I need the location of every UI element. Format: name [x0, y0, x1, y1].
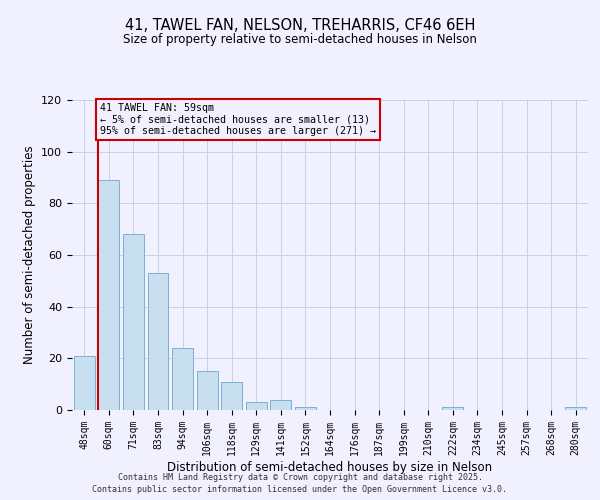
Text: Contains HM Land Registry data © Crown copyright and database right 2025.: Contains HM Land Registry data © Crown c…: [118, 472, 482, 482]
Bar: [148, 273, 169, 410]
Bar: [271, 400, 292, 410]
Text: Contains public sector information licensed under the Open Government Licence v3: Contains public sector information licen…: [92, 485, 508, 494]
Text: 41, TAWEL FAN, NELSON, TREHARRIS, CF46 6EH: 41, TAWEL FAN, NELSON, TREHARRIS, CF46 6…: [125, 18, 475, 32]
Y-axis label: Number of semi-detached properties: Number of semi-detached properties: [23, 146, 35, 364]
Bar: [123, 234, 144, 410]
Bar: [98, 180, 119, 410]
Bar: [221, 382, 242, 410]
Bar: [295, 408, 316, 410]
Text: Size of property relative to semi-detached houses in Nelson: Size of property relative to semi-detach…: [123, 32, 477, 46]
Bar: [565, 408, 586, 410]
Bar: [442, 408, 463, 410]
Text: 41 TAWEL FAN: 59sqm
← 5% of semi-detached houses are smaller (13)
95% of semi-de: 41 TAWEL FAN: 59sqm ← 5% of semi-detache…: [100, 102, 376, 136]
Bar: [246, 402, 267, 410]
Bar: [74, 356, 95, 410]
Bar: [197, 371, 218, 410]
Bar: [172, 348, 193, 410]
X-axis label: Distribution of semi-detached houses by size in Nelson: Distribution of semi-detached houses by …: [167, 460, 493, 473]
